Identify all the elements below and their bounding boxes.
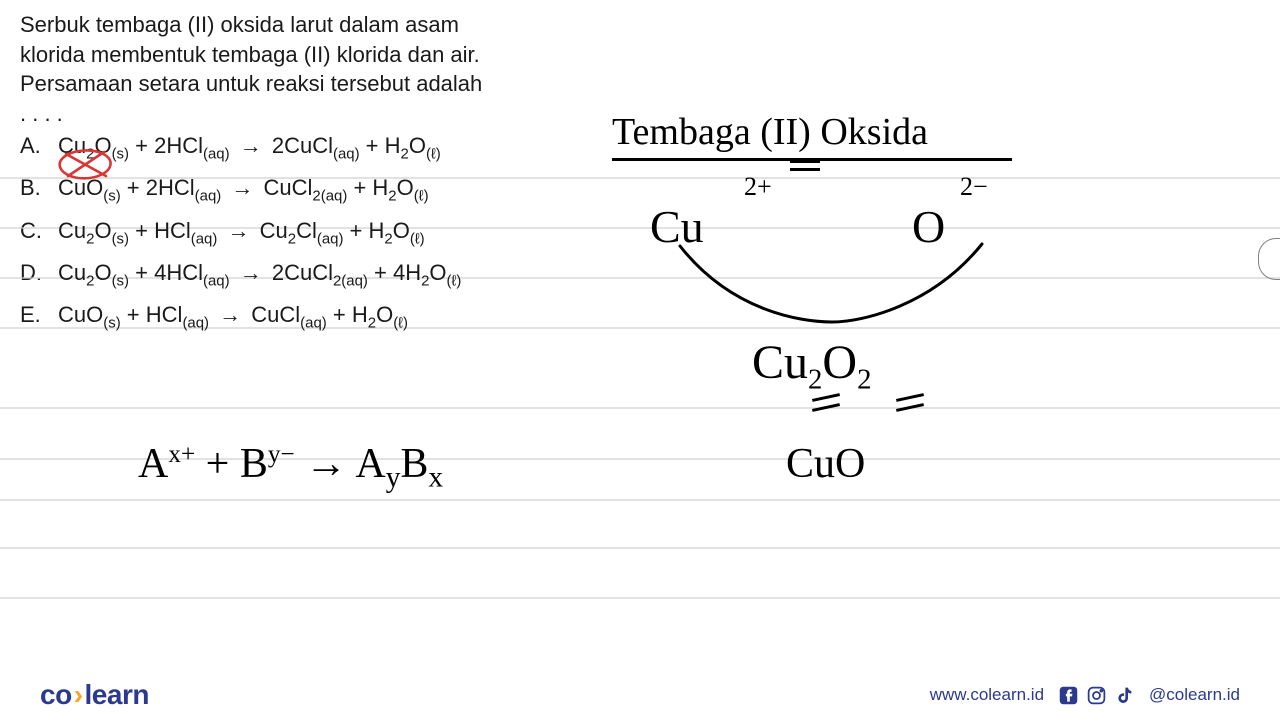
footer-handle: @colearn.id	[1149, 685, 1240, 705]
hw-o-sup: 2−	[960, 172, 988, 202]
hw-cuo: CuO	[786, 440, 865, 488]
hw-expression: Ax+ + By− → AyBx	[138, 440, 443, 494]
option-e: E. CuO(s) + HCl(aq) → CuCl(aq) + H2O(ℓ)	[20, 302, 1260, 331]
options-list: A. Cu2O(s) + 2HCl(aq) → 2CuCl(aq) + H2O(…	[20, 133, 1260, 332]
footer-url: www.colearn.id	[930, 685, 1044, 705]
option-letter: A.	[20, 133, 58, 159]
option-formula: CuO(s) + HCl(aq) → CuCl(aq) + H2O(ℓ)	[58, 302, 408, 331]
option-formula: Cu2O(s) + 4HCl(aq) → 2CuCl2(aq) + 4H2O(ℓ…	[58, 260, 461, 289]
option-letter: D.	[20, 260, 58, 286]
hw-double-under	[790, 160, 820, 163]
footer: co›learn www.colearn.id @colearn.id	[0, 670, 1280, 720]
hw-title: Tembaga (II) Oksida	[612, 110, 928, 154]
hw-join-curve	[672, 234, 992, 324]
hw-cu2o2: Cu2O2	[752, 335, 872, 397]
option-letter: B.	[20, 175, 58, 201]
option-c: C. Cu2O(s) + HCl(aq) → Cu2Cl(aq) + H2O(ℓ…	[20, 218, 1260, 247]
hw-cu-sup: 2+	[744, 172, 772, 202]
logo: co›learn	[40, 679, 149, 711]
logo-right: learn	[85, 679, 149, 710]
option-formula: CuO(s) + 2HCl(aq) → CuCl2(aq) + H2O(ℓ)	[58, 175, 429, 204]
hw-subunder	[896, 393, 924, 402]
option-formula: Cu2O(s) + 2HCl(aq) → 2CuCl(aq) + H2O(ℓ)	[58, 133, 441, 162]
hw-subunder	[896, 403, 924, 412]
option-d: D. Cu2O(s) + 4HCl(aq) → 2CuCl2(aq) + 4H2…	[20, 260, 1260, 289]
option-letter: E.	[20, 302, 58, 328]
option-b: B. CuO(s) + 2HCl(aq) → CuCl2(aq) + H2O(ℓ…	[20, 175, 1260, 204]
option-formula: Cu2O(s) + HCl(aq) → Cu2Cl(aq) + H2O(ℓ)	[58, 218, 425, 247]
instagram-icon	[1086, 685, 1107, 706]
social-icons	[1058, 685, 1135, 706]
hw-double-under	[790, 168, 820, 171]
logo-dot: ›	[74, 679, 83, 710]
tiktok-icon	[1114, 685, 1135, 706]
facebook-icon	[1058, 685, 1079, 706]
option-letter: C.	[20, 218, 58, 244]
logo-left: co	[40, 679, 72, 710]
footer-right: www.colearn.id @colearn.id	[930, 685, 1240, 706]
question-text: Serbuk tembaga (II) oksida larut dalam a…	[20, 10, 490, 129]
hw-subunder	[812, 403, 840, 412]
